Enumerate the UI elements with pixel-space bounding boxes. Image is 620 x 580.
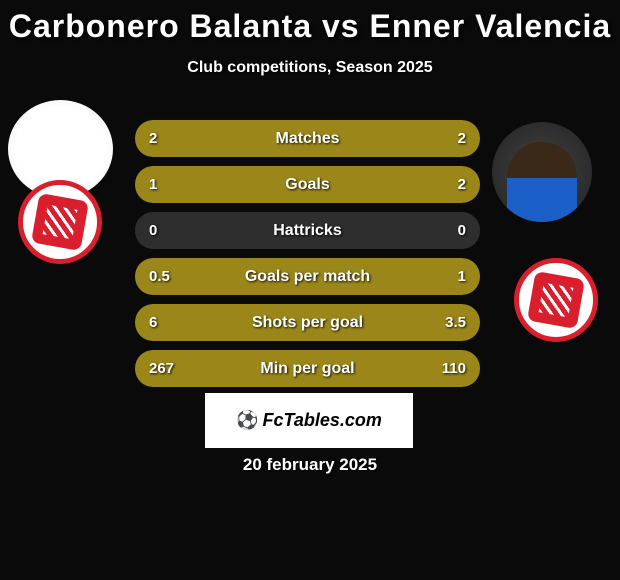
stats-panel: 22Matches 12Goals 00Hattricks 0.51Goals per… bbox=[135, 120, 480, 396]
stat-label: Shots per goal bbox=[135, 314, 480, 332]
player-right-avatar bbox=[492, 122, 592, 222]
stat-row: 0.51Goals per match bbox=[135, 258, 480, 295]
club-badge-right bbox=[514, 258, 598, 342]
stat-row: 12Goals bbox=[135, 166, 480, 203]
logo-label: FcTables.com bbox=[263, 410, 382, 431]
stat-row: 267110Min per goal bbox=[135, 350, 480, 387]
stat-label: Matches bbox=[135, 130, 480, 148]
stat-label: Goals per match bbox=[135, 268, 480, 286]
stat-row: 00Hattricks bbox=[135, 212, 480, 249]
stat-label: Goals bbox=[135, 176, 480, 194]
soccer-icon: ⚽ bbox=[236, 410, 258, 431]
page-title: Carbonero Balanta vs Enner Valencia bbox=[0, 0, 620, 45]
fctables-logo: ⚽ FcTables.com bbox=[205, 393, 413, 448]
club-badge-left bbox=[18, 180, 102, 264]
stat-row: 22Matches bbox=[135, 120, 480, 157]
stat-row: 63.5Shots per goal bbox=[135, 304, 480, 341]
subtitle: Club competitions, Season 2025 bbox=[0, 59, 620, 77]
date-label: 20 february 2025 bbox=[0, 455, 620, 475]
stat-label: Hattricks bbox=[135, 222, 480, 240]
stat-label: Min per goal bbox=[135, 360, 480, 378]
